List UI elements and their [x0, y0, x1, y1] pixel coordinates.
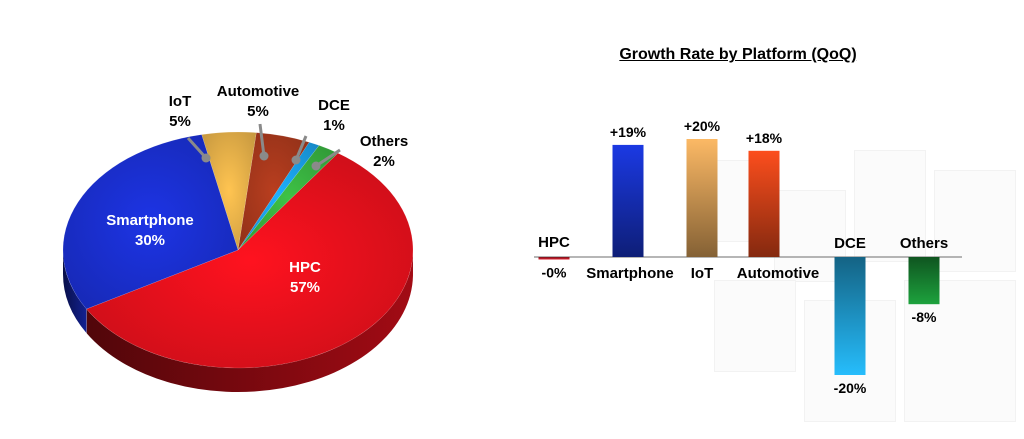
bar-value-iot: +20% — [684, 118, 721, 134]
bar-category-dce: DCE — [834, 235, 866, 252]
pie-slice-smartphone — [62, 134, 239, 310]
pie-slice-automotive — [237, 132, 310, 251]
bar-hpc — [538, 257, 570, 260]
pie-value-smartphone: 30% — [135, 232, 165, 249]
bar-category-smartphone: Smartphone — [586, 265, 674, 282]
bar-value-automotive: +18% — [746, 130, 783, 146]
pie-value-others: 2% — [373, 153, 395, 170]
pie-top — [62, 131, 414, 369]
pie-label-smartphone: Smartphone — [106, 212, 194, 229]
bar-category-hpc: HPC — [538, 234, 570, 251]
bar-category-iot: IoT — [691, 265, 714, 282]
pie-slice-hpc — [86, 152, 414, 369]
bar-value-others: -8% — [912, 309, 937, 325]
dce-leader-line-dot — [291, 155, 301, 165]
bar-category-others: Others — [900, 235, 948, 252]
pie-label-iot: IoT — [169, 93, 192, 110]
growth-rate-bar-chart: Growth Rate by Platform (QoQ) -0% HPC +19%… — [500, 0, 1024, 434]
pie-value-dce: 1% — [323, 117, 345, 134]
pie-label-automotive: Automotive — [217, 83, 300, 100]
pie-side-hpc — [86, 251, 413, 392]
automotive-leader-line-dot — [259, 151, 269, 161]
iot-leader-line-dot — [201, 153, 211, 163]
bar-dce — [834, 257, 866, 375]
pie-side-walls — [63, 250, 413, 392]
pie-value-hpc: 57% — [290, 279, 320, 296]
pie-slice-dce — [237, 141, 320, 251]
bar-svg: -0% HPC +19% Smartphone +20% IoT +18% Automotiv… — [534, 118, 962, 396]
bar-category-automotive: Automotive — [737, 265, 820, 282]
bar-automotive — [748, 150, 780, 257]
bar-value-hpc: -0% — [542, 265, 567, 281]
bar-chart-title: Growth Rate by Platform (QoQ) — [619, 46, 857, 63]
bar-value-smartphone: +19% — [610, 124, 647, 140]
pie-slice-iot — [201, 131, 257, 251]
platform-share-pie-chart: IoT 5% Automotive 5% DCE 1% Others 2% Smartphone… — [0, 0, 470, 434]
bar-others — [908, 257, 940, 305]
bar-value-dce: -20% — [834, 380, 867, 396]
automotive-leader-line — [258, 123, 266, 157]
pie-svg: IoT 5% Automotive 5% DCE 1% Others 2% Smartphone… — [62, 83, 414, 392]
others-leader-line-dot — [311, 161, 321, 171]
pie-label-hpc: HPC — [289, 259, 321, 276]
pie-label-dce: DCE — [318, 97, 350, 114]
bar-smartphone — [612, 144, 644, 257]
others-leader-line — [315, 148, 341, 168]
pie-value-automotive: 5% — [247, 103, 269, 120]
pie-value-iot: 5% — [169, 113, 191, 130]
bar-iot — [686, 139, 718, 257]
pie-side-smartphone — [63, 250, 87, 333]
pie-label-others: Others — [360, 133, 408, 150]
